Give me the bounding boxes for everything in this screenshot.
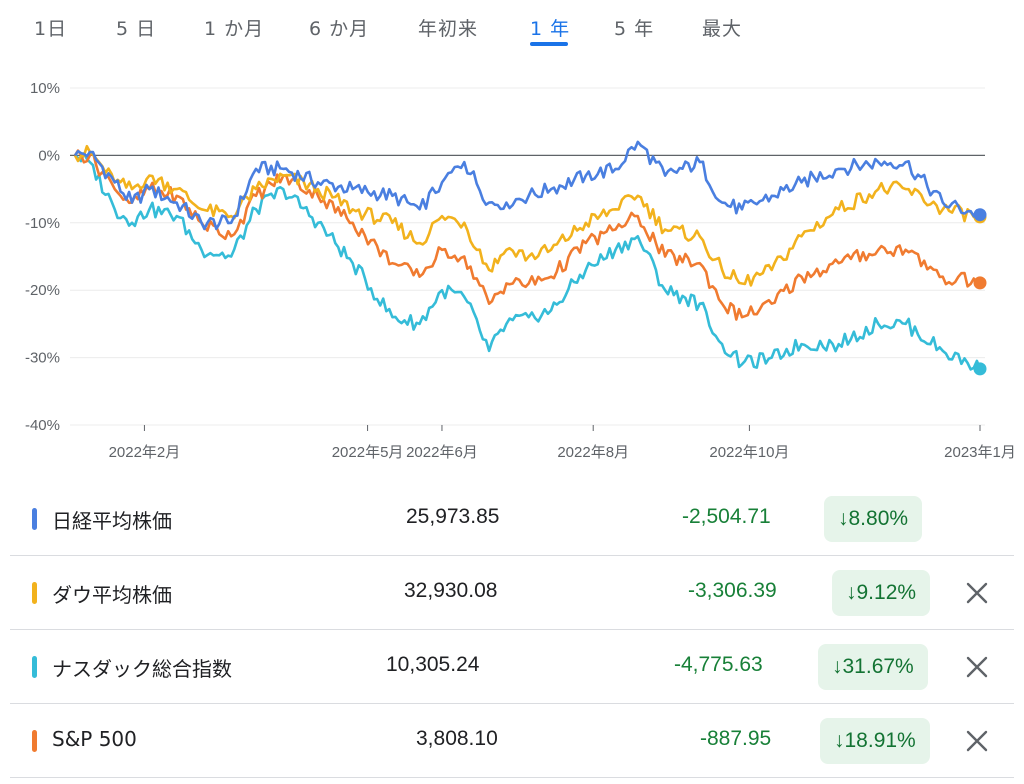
index-change: -2,504.71 xyxy=(682,505,771,528)
tab-max[interactable]: 最大 xyxy=(702,18,743,40)
index-comparison-chart: 10%0%-10%-20%-30%-40% 2022年2月 2022年5月 2022… xyxy=(25,80,1016,461)
series-color-swatch xyxy=(32,656,37,678)
index-list: 日経平均株価 25,973.85 -2,504.71 ↓8.80% ダウ平均株価… xyxy=(10,482,1014,778)
tab-1y[interactable]: 1 年 xyxy=(530,18,571,40)
index-change: -887.95 xyxy=(700,727,772,750)
grid-layer xyxy=(70,87,985,426)
y-tick-label: -20% xyxy=(25,282,60,299)
y-tick-label: -10% xyxy=(25,215,60,232)
tab-1m[interactable]: 1 か月 xyxy=(204,18,265,40)
list-item-dow[interactable]: ダウ平均株価 32,930.08 -3,306.39 ↓9.12% xyxy=(10,556,1014,630)
range-tabs: 1日 5 日 1 か月 6 か月 年初来 1 年 5 年 最大 xyxy=(0,0,1024,50)
index-name: ダウ平均株価 xyxy=(52,583,172,607)
y-tick-label: -40% xyxy=(25,417,60,434)
index-name: S&P 500 xyxy=(52,727,137,751)
percent-change-badge: ↓31.67% xyxy=(818,644,928,690)
series-end-point xyxy=(973,208,987,222)
series-color-swatch xyxy=(32,508,37,530)
tab-1d[interactable]: 1日 xyxy=(34,18,68,40)
x-tick-label: 2022年5月 xyxy=(332,444,404,461)
tab-5d[interactable]: 5 日 xyxy=(116,18,157,40)
list-item-sp500[interactable]: S&P 500 3,808.10 -887.95 ↓18.91% xyxy=(10,704,1014,778)
list-item-nasdaq[interactable]: ナスダック総合指数 10,305.24 -4,775.63 ↓31.67% xyxy=(10,630,1014,704)
x-tick-label: 2022年2月 xyxy=(109,444,181,461)
series-end-point xyxy=(973,276,987,290)
list-item-nikkei[interactable]: 日経平均株価 25,973.85 -2,504.71 ↓8.80% xyxy=(10,482,1014,556)
index-price: 3,808.10 xyxy=(416,727,498,750)
x-tick-label: 2022年10月 xyxy=(709,444,789,461)
close-icon[interactable] xyxy=(962,578,992,608)
percent-change-badge: ↓8.80% xyxy=(824,496,923,542)
y-tick-label: -30% xyxy=(25,350,60,367)
y-axis-labels: 10% 0% -10% -20% -30% -40% xyxy=(25,80,60,434)
index-name: 日経平均株価 xyxy=(52,509,172,533)
series-color-swatch xyxy=(32,730,37,752)
x-tick-label: 2022年6月 xyxy=(406,444,478,461)
series-line xyxy=(73,140,982,231)
series-layer xyxy=(73,140,987,376)
x-tick-label: 2022年8月 xyxy=(557,444,629,461)
index-change: -4,775.63 xyxy=(674,653,763,676)
series-line xyxy=(74,152,982,371)
index-price: 10,305.24 xyxy=(386,653,480,676)
index-change: -3,306.39 xyxy=(688,579,777,602)
series-color-swatch xyxy=(32,582,37,604)
y-tick-label: 10% xyxy=(30,80,60,97)
x-tick-label: 2023年1月 xyxy=(944,444,1016,461)
series-line xyxy=(73,149,981,321)
tab-ytd[interactable]: 年初来 xyxy=(418,18,479,40)
tab-5y[interactable]: 5 年 xyxy=(614,18,655,40)
active-tab-indicator xyxy=(530,42,568,46)
close-icon[interactable] xyxy=(962,652,992,682)
percent-change-badge: ↓9.12% xyxy=(832,570,931,616)
index-price: 32,930.08 xyxy=(404,579,498,602)
index-price: 25,973.85 xyxy=(406,505,500,528)
close-icon[interactable] xyxy=(962,726,992,756)
series-line xyxy=(73,144,981,287)
percent-change-badge: ↓18.91% xyxy=(820,718,930,764)
index-name: ナスダック総合指数 xyxy=(52,657,232,681)
x-axis-labels: 2022年2月 2022年5月 2022年6月 2022年8月 2022年10月 2023… xyxy=(109,425,1016,461)
series-end-point xyxy=(973,362,987,376)
tab-6m[interactable]: 6 か月 xyxy=(309,18,370,40)
y-tick-label: 0% xyxy=(38,147,60,164)
